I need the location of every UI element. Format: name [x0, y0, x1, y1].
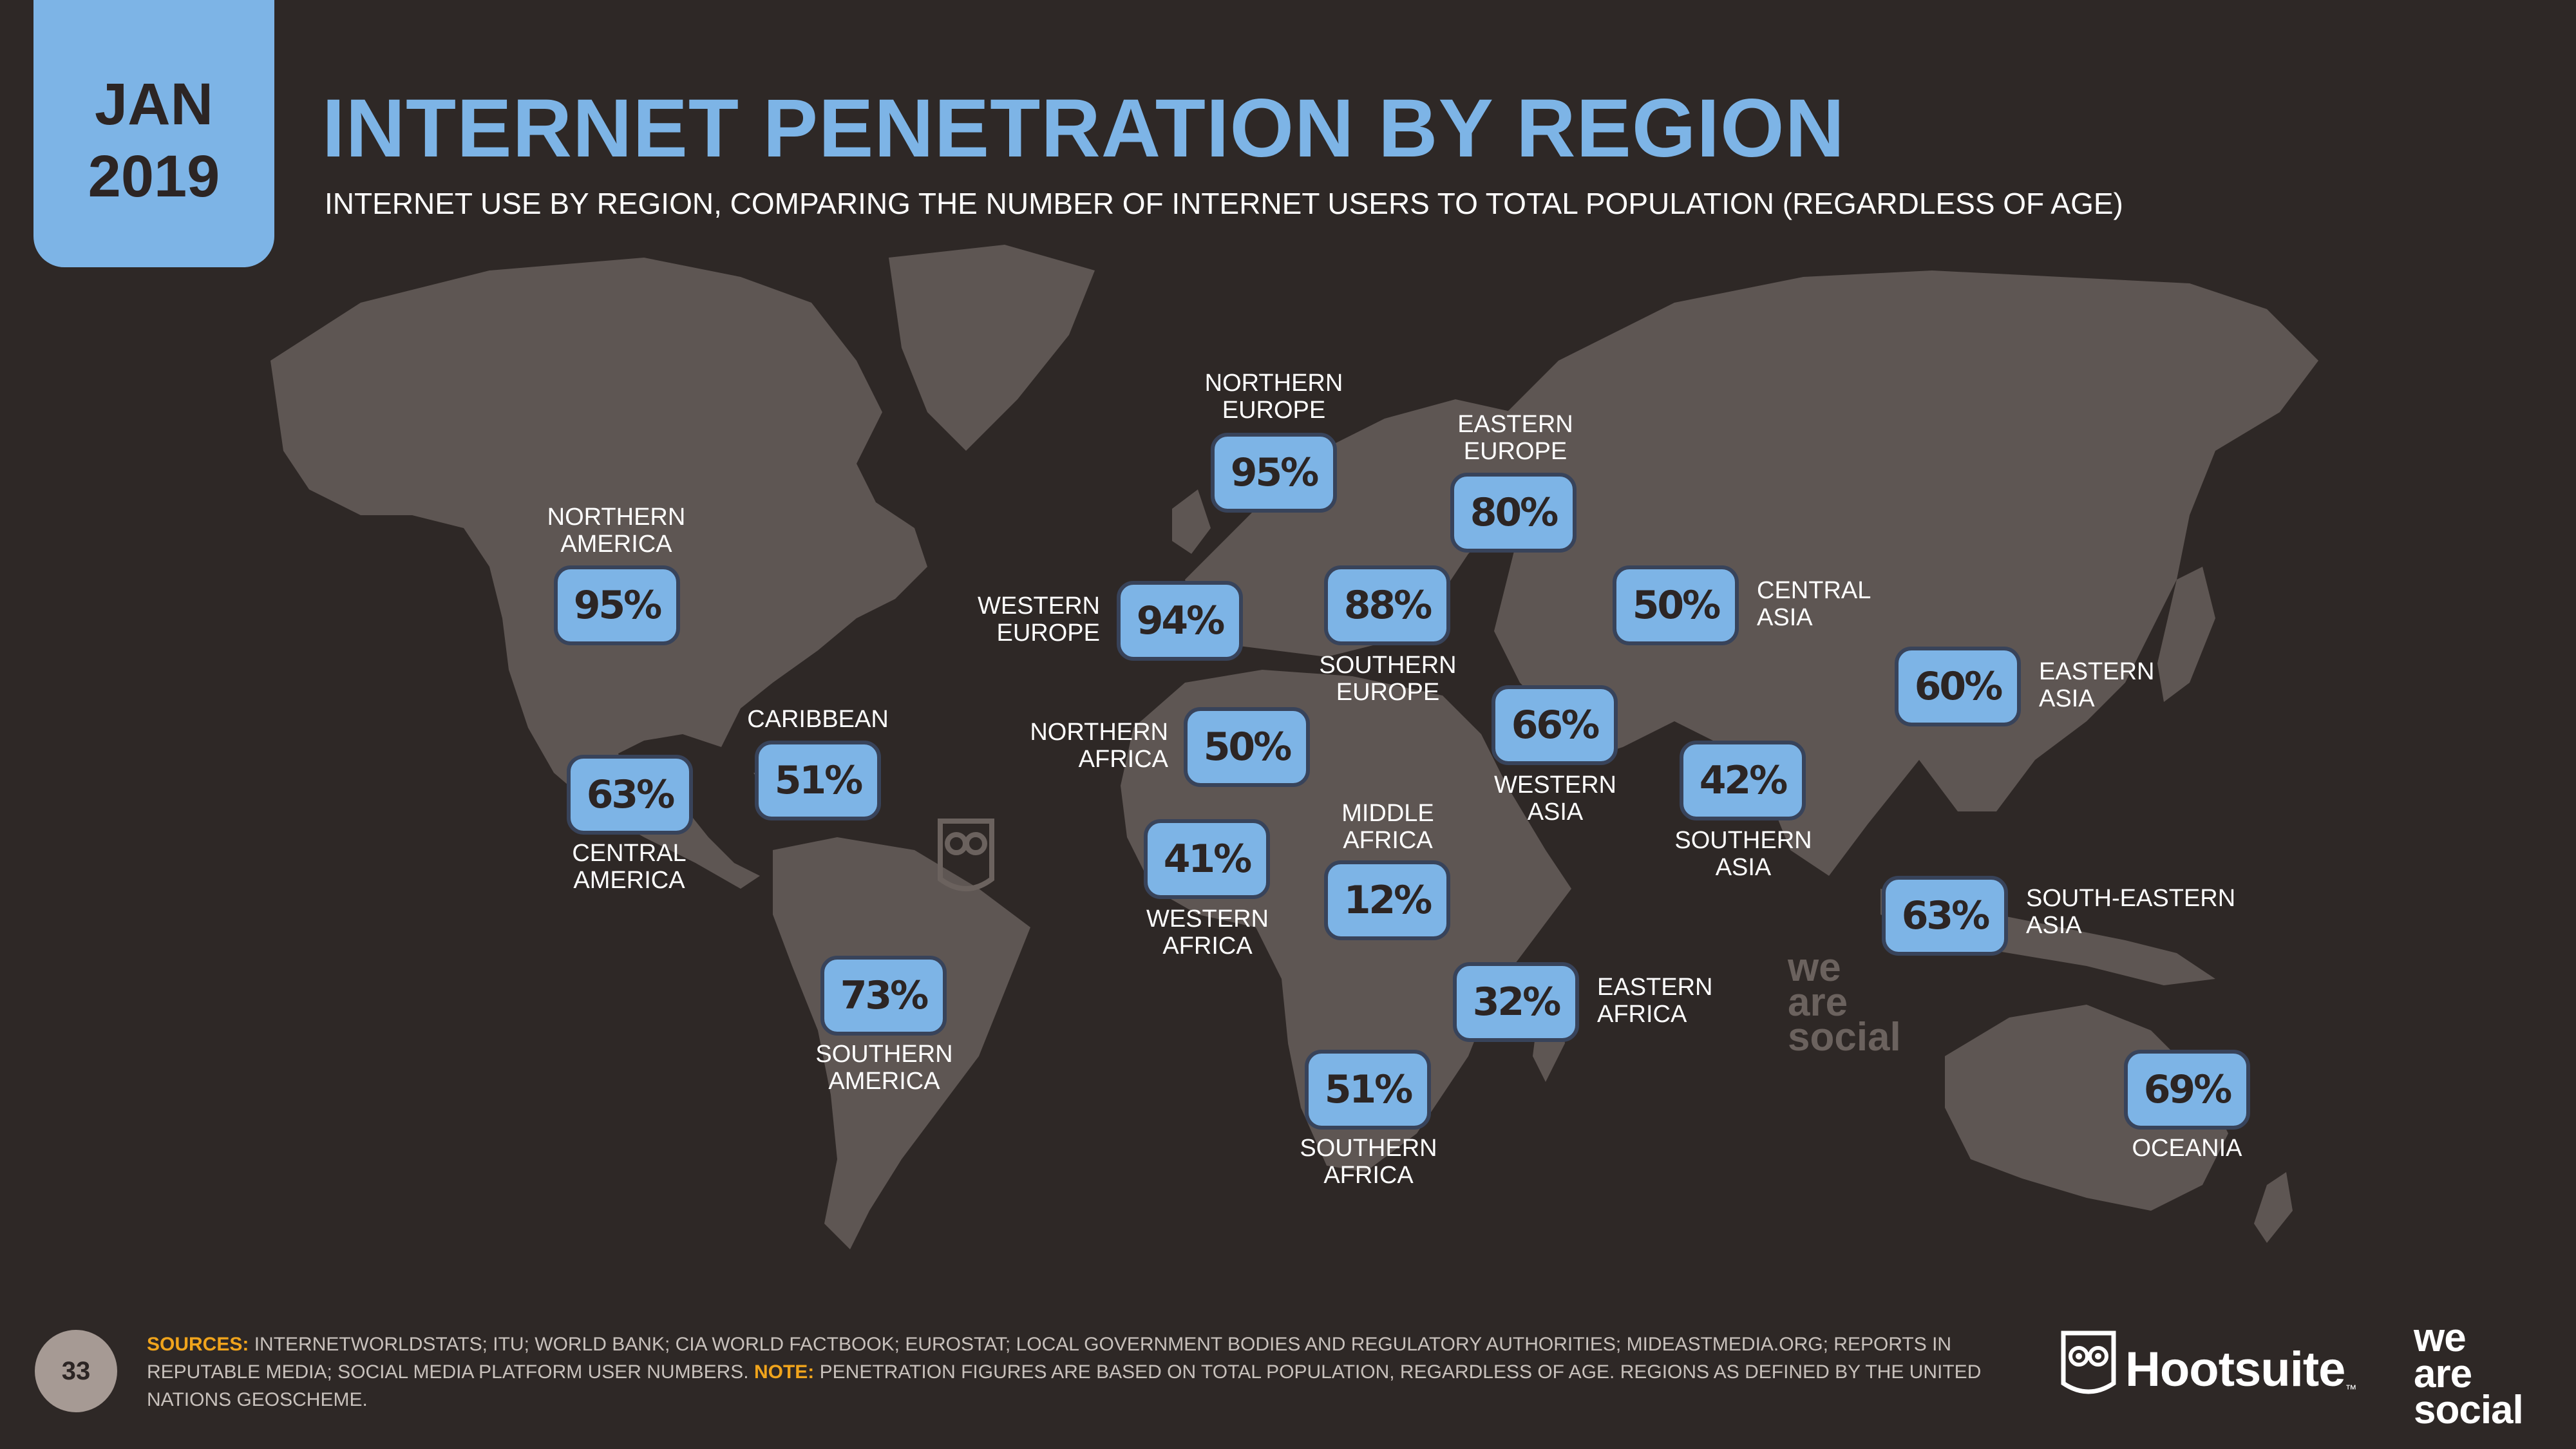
- region-label-northern-africa: NORTHERN AFRICA: [1030, 719, 1168, 773]
- trademark-symbol: ™: [2345, 1383, 2356, 1396]
- region-value-eastern-europe: 80%: [1450, 473, 1577, 553]
- new-zealand-landmass: [2254, 1172, 2293, 1243]
- region-value-western-africa: 41%: [1144, 819, 1270, 899]
- date-month: JAN: [94, 71, 214, 137]
- britain-landmass: [1172, 489, 1211, 554]
- region-label-southern-america: SOUTHERN AMERICA: [815, 1041, 953, 1095]
- region-value-southern-europe: 88%: [1324, 565, 1450, 645]
- region-value-northern-africa: 50%: [1184, 707, 1310, 787]
- region-label-southern-africa: SOUTHERN AFRICA: [1300, 1135, 1437, 1189]
- region-value-central-asia: 50%: [1613, 565, 1739, 645]
- region-value-southern-america: 73%: [820, 956, 947, 1036]
- region-label-western-europe: WESTERN EUROPE: [978, 592, 1100, 647]
- region-value-northern-america: 95%: [554, 565, 680, 645]
- page-number: 33: [35, 1330, 117, 1412]
- south-america-landmass: [773, 837, 1030, 1249]
- date-year: 2019: [88, 143, 220, 209]
- asia-landmass: [1481, 270, 2318, 876]
- region-label-middle-africa: MIDDLE AFRICA: [1341, 800, 1434, 854]
- region-value-western-asia: 66%: [1492, 685, 1618, 765]
- region-label-caribbean: CARIBBEAN: [747, 706, 889, 733]
- map-watermark: we are social: [1788, 945, 1901, 1059]
- sources-text: INTERNETWORLDSTATS; ITU; WORLD BANK; CIA…: [147, 1334, 1952, 1383]
- japan-landmass: [2157, 567, 2215, 702]
- we-are-social-logo: we are social: [2414, 1316, 2524, 1432]
- page-subtitle: INTERNET USE BY REGION, COMPARING THE NU…: [325, 187, 2123, 220]
- hootsuite-owl-icon: [2061, 1331, 2116, 1394]
- region-label-south-eastern-asia: SOUTH-EASTERN ASIA: [2026, 885, 2236, 939]
- sources-label: SOURCES:: [147, 1334, 249, 1355]
- region-label-northern-america: NORTHERN AMERICA: [547, 504, 686, 558]
- hootsuite-brand: Hootsuite™: [2125, 1341, 2356, 1399]
- region-value-western-europe: 94%: [1117, 581, 1243, 661]
- region-label-oceania: OCEANIA: [2132, 1135, 2242, 1162]
- owl-watermark-icon: [938, 819, 994, 891]
- region-value-eastern-africa: 32%: [1453, 962, 1579, 1042]
- region-label-western-africa: WESTERN AFRICA: [1146, 905, 1269, 960]
- footer-sources: SOURCES: INTERNETWORLDSTATS; ITU; WORLD …: [147, 1331, 2002, 1414]
- greenland-landmass: [889, 245, 1095, 451]
- region-label-eastern-europe: EASTERN EUROPE: [1457, 411, 1573, 465]
- note-text: PENETRATION FIGURES ARE BASED ON TOTAL P…: [147, 1361, 1982, 1410]
- europe-landmass: [1185, 399, 1546, 657]
- date-tab: JAN 2019: [33, 0, 274, 267]
- note-label: NOTE:: [753, 1361, 815, 1383]
- region-value-eastern-asia: 60%: [1895, 647, 2021, 726]
- region-value-oceania: 69%: [2124, 1050, 2250, 1130]
- region-value-central-america: 63%: [567, 755, 693, 835]
- region-label-southern-europe: SOUTHERN EUROPE: [1319, 652, 1457, 706]
- hootsuite-wordmark: Hootsuite: [2125, 1342, 2345, 1397]
- region-value-southern-africa: 51%: [1305, 1050, 1431, 1130]
- page-title: INTERNET PENETRATION BY REGION: [322, 82, 1845, 175]
- region-label-western-asia: WESTERN ASIA: [1494, 772, 1616, 826]
- region-value-south-eastern-asia: 63%: [1882, 876, 2008, 956]
- region-label-northern-europe: NORTHERN EUROPE: [1204, 370, 1343, 424]
- region-label-central-america: CENTRAL AMERICA: [572, 840, 687, 894]
- region-label-southern-asia: SOUTHERN ASIA: [1674, 827, 1812, 881]
- region-value-caribbean: 51%: [755, 741, 881, 820]
- region-value-southern-asia: 42%: [1680, 741, 1806, 820]
- region-label-central-asia: CENTRAL ASIA: [1757, 577, 1871, 631]
- region-label-eastern-asia: EASTERN ASIA: [2039, 658, 2155, 712]
- region-label-eastern-africa: EASTERN AFRICA: [1597, 974, 1713, 1028]
- region-value-northern-europe: 95%: [1211, 433, 1337, 513]
- region-value-middle-africa: 12%: [1324, 860, 1450, 940]
